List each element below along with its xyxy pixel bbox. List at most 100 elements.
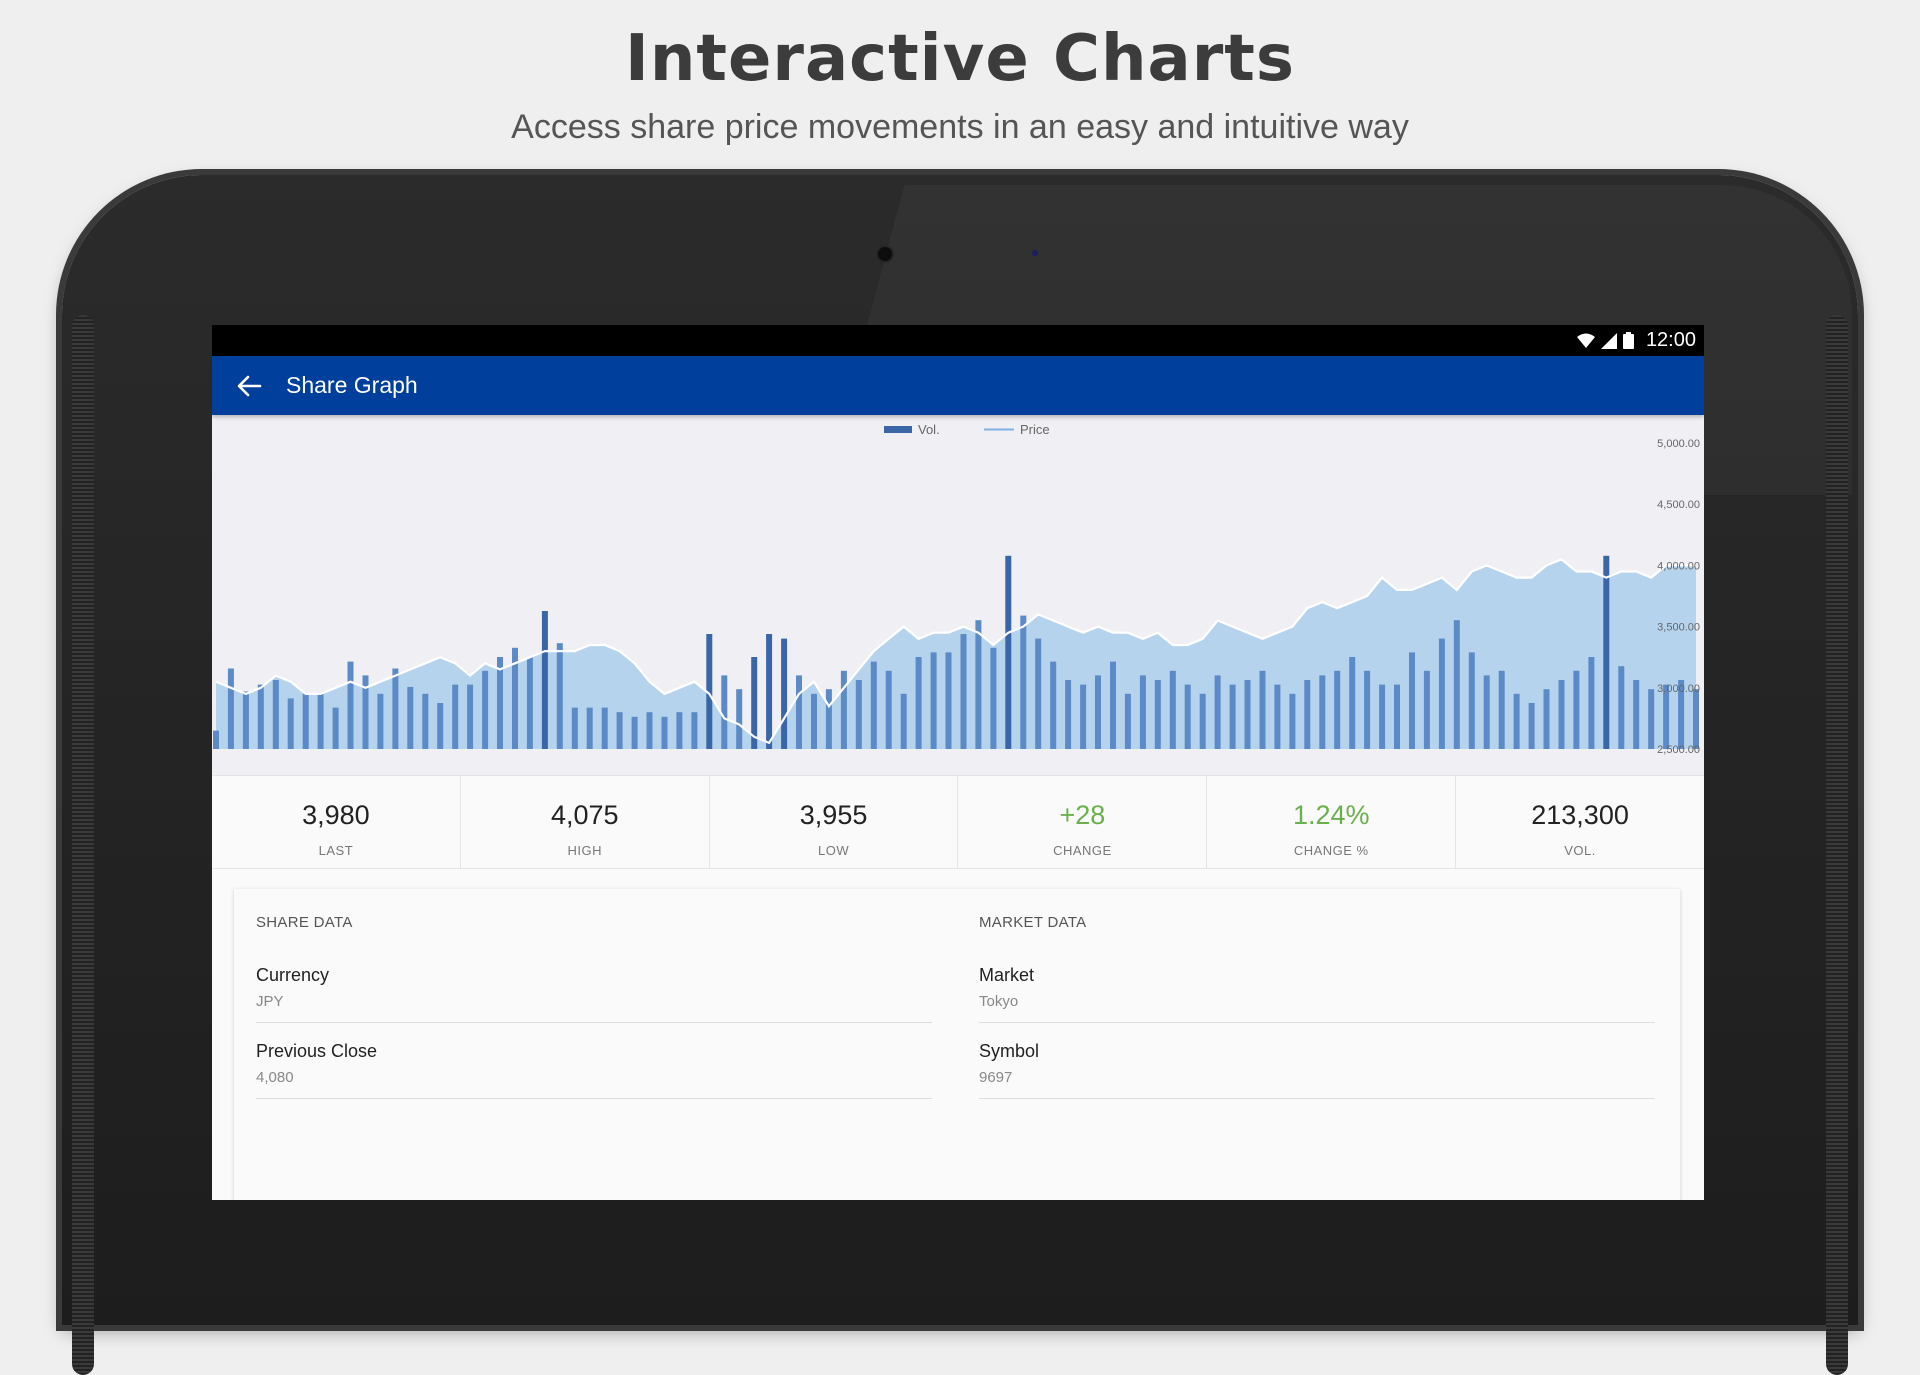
share-chart[interactable]: 5,000.00 4,500.00 4,000.00 3,500.00 3,000.00…	[212, 415, 1704, 848]
volume-bar	[1438, 638, 1445, 749]
volume-bar	[781, 638, 788, 749]
list-item: Symbol 9697	[979, 1041, 1655, 1099]
volume-bar	[751, 657, 758, 749]
volume-bar	[1603, 555, 1610, 749]
volume-bar	[1648, 689, 1655, 749]
volume-bar	[347, 661, 354, 749]
volume-bar	[332, 707, 339, 749]
app-screen: 12:00 Share Graph 5,000.00 4,500.00 4,000.…	[212, 325, 1704, 1200]
light-sensor	[1032, 250, 1038, 256]
volume-bar	[930, 652, 937, 749]
volume-bar	[766, 634, 773, 749]
volume-bar	[1005, 555, 1012, 749]
volume-bar	[975, 620, 982, 749]
volume-bar	[556, 643, 563, 749]
volume-bar	[736, 689, 743, 749]
volume-bar	[392, 668, 399, 749]
y-tick-label: 4,000.00	[1657, 560, 1700, 572]
back-button[interactable]	[212, 356, 286, 415]
volume-bar	[915, 657, 922, 749]
volume-bar	[1259, 670, 1266, 749]
data-card: SHARE DATA Currency JPY Previous Close 4…	[234, 889, 1680, 1200]
volume-bar	[1184, 684, 1191, 749]
volume-bar	[631, 716, 638, 749]
volume-bar	[242, 691, 249, 749]
stat-label: CHANGE	[1053, 843, 1112, 858]
volume-bar	[1394, 684, 1400, 749]
app-bar-title: Share Graph	[286, 372, 418, 398]
volume-bar	[407, 686, 414, 749]
volume-bar	[1468, 652, 1475, 749]
volume-bar	[661, 716, 668, 749]
volume-bar	[1543, 689, 1550, 749]
volume-bar	[1124, 693, 1131, 749]
volume-bar	[541, 611, 548, 749]
row-key: Previous Close	[256, 1041, 378, 1061]
hero-subtitle: Access share price movements in an easy …	[511, 108, 1409, 146]
volume-bar	[422, 693, 429, 749]
list-item: Previous Close 4,080	[256, 1041, 932, 1099]
volume-bar	[855, 680, 862, 749]
y-tick-label: 4,500.00	[1657, 499, 1700, 511]
volume-bar	[497, 657, 503, 749]
y-tick-label: 3,000.00	[1657, 683, 1700, 695]
volume-bar	[825, 689, 832, 749]
volume-bar	[257, 684, 264, 749]
stats-bar: 3,980 LAST 4,075 HIGH 3,955 LOW +28 CHAN…	[212, 775, 1704, 869]
row-value: 4,080	[256, 1069, 294, 1086]
volume-bar	[1095, 675, 1101, 749]
stat-value: +28	[1059, 800, 1106, 830]
stat-value: 3,980	[302, 800, 370, 830]
status-bar: 12:00	[212, 325, 1704, 356]
volume-bar	[1110, 661, 1116, 749]
app-bar: Share Graph	[212, 356, 1704, 415]
stat-value: 1.24%	[1292, 800, 1370, 830]
y-tick-label: 2,500.00	[1657, 744, 1700, 756]
stat-value: 213,300	[1531, 800, 1629, 830]
battery-icon	[1622, 332, 1634, 349]
volume-bar	[1050, 661, 1057, 749]
volume-bar	[1453, 620, 1460, 749]
volume-bar	[1409, 652, 1415, 749]
volume-bar	[1080, 684, 1087, 749]
speaker-grill-right	[1826, 315, 1848, 1375]
legend-vol-label: Vol.	[918, 422, 940, 437]
volume-bar	[945, 652, 952, 749]
volume-bar	[302, 693, 309, 749]
volume-bar	[227, 668, 234, 749]
volume-bar	[885, 670, 892, 749]
volume-bar	[1513, 693, 1520, 749]
volume-bar	[1154, 680, 1161, 749]
price-line	[215, 558, 1696, 745]
volume-bar	[1423, 670, 1430, 749]
volume-bar	[796, 675, 802, 749]
volume-bar	[482, 670, 489, 749]
volume-bar	[1633, 680, 1640, 749]
volume-bar	[1319, 675, 1326, 749]
volume-bar	[1528, 703, 1535, 749]
volume-bar	[1229, 684, 1236, 749]
volume-bar	[721, 675, 728, 749]
row-key: Symbol	[979, 1041, 1040, 1061]
signal-icon	[1600, 332, 1617, 349]
volume-bar	[1379, 684, 1386, 749]
share-data-section: SHARE DATA Currency JPY Previous Close 4…	[256, 889, 956, 1099]
volume-bar	[1020, 615, 1027, 749]
chart-svg[interactable]: 5,000.00 4,500.00 4,000.00 3,500.00 3,000.00…	[212, 415, 1704, 827]
price-area	[216, 559, 1696, 749]
volume-bar	[1244, 680, 1251, 749]
front-camera	[878, 247, 892, 261]
volume-bar	[377, 693, 384, 749]
stat-low: 3,955 LOW	[710, 776, 959, 868]
row-key: Market	[979, 965, 1035, 985]
arrow-back-icon	[237, 375, 262, 396]
volume-bar	[586, 707, 593, 749]
list-item: Currency JPY	[256, 965, 932, 1023]
clock: 12:00	[1645, 329, 1696, 351]
volume-bar	[1139, 675, 1146, 749]
stat-label: LAST	[318, 843, 354, 858]
volume-bar	[1065, 680, 1072, 749]
stat-volume: 213,300 VOL.	[1456, 776, 1704, 868]
volume-bar	[1588, 657, 1595, 749]
row-value: JPY	[256, 993, 284, 1010]
